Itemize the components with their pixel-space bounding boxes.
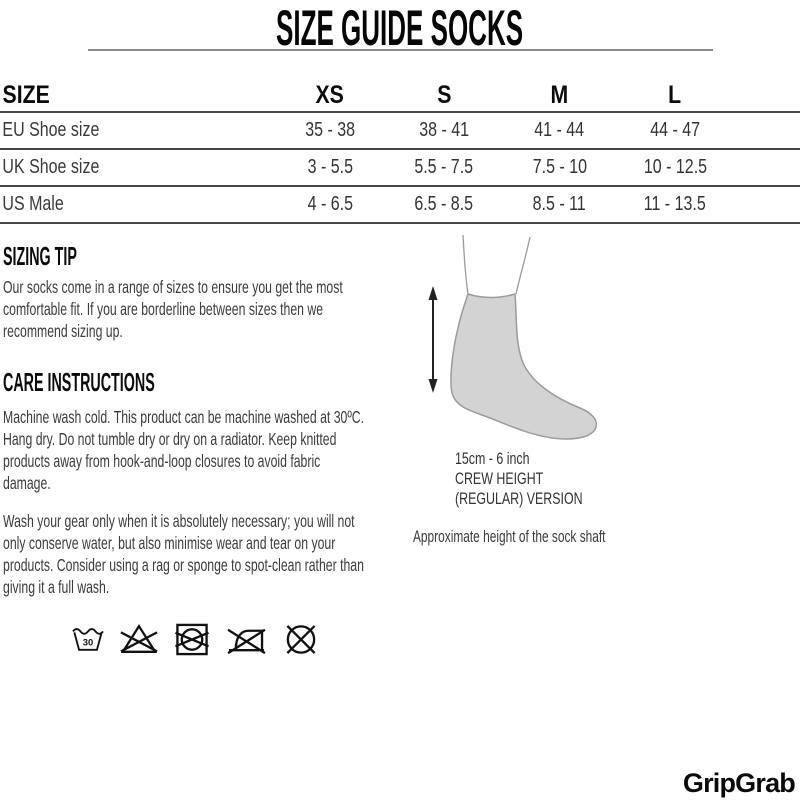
do-not-bleach-icon: [120, 624, 158, 653]
do-not-tumble-dry-icon: [175, 623, 209, 655]
table-header-row: SIZE XS S M L: [0, 80, 800, 113]
paragraph-line: damage.: [3, 473, 51, 493]
sizing-tip-heading: SIZING TIP: [3, 241, 77, 271]
care-paragraph-2: Wash your gear only when it is absolutel…: [3, 510, 364, 598]
column-header-size: SIZE: [0, 80, 274, 113]
column-header-s: S: [386, 80, 502, 113]
sizing-tip-paragraph: Our socks come in a range of sizes to en…: [3, 276, 343, 342]
svg-text:30: 30: [83, 637, 93, 648]
column-header-m: M: [502, 80, 617, 113]
size-value: 7.5 - 10: [502, 149, 617, 187]
column-header-l: L: [617, 80, 733, 113]
paragraph-line: products. Consider using a rag or sponge…: [3, 555, 364, 575]
size-value: 6.5 - 8.5: [386, 186, 502, 224]
row-spacer: [733, 186, 800, 224]
size-value: 11 - 13.5: [617, 186, 733, 224]
paragraph-line: Our socks come in a range of sizes to en…: [3, 277, 343, 297]
paragraph-line: giving it a full wash.: [3, 577, 110, 597]
paragraph-line: recommend sizing up.: [3, 321, 123, 341]
care-icons-row: 30: [72, 620, 319, 658]
machine-wash-30-icon: 30: [72, 628, 104, 651]
care-instructions-heading: CARE INSTRUCTIONS: [3, 367, 155, 397]
size-table: SIZE XS S M L EU Shoe size 35 - 38 38 - …: [0, 80, 800, 224]
row-spacer: [733, 112, 800, 150]
size-value: 3 - 5.5: [274, 149, 386, 187]
paragraph-line: comfortable fit. If you are borderline b…: [3, 299, 324, 319]
size-value: 44 - 47: [617, 112, 733, 150]
paragraph-line: only conserve water, but also minimise w…: [3, 533, 336, 553]
sock-illustration-icon: [428, 234, 598, 440]
table-row: UK Shoe size 3 - 5.5 5.5 - 7.5 7.5 - 10 …: [0, 149, 800, 187]
do-not-dry-clean-icon: [286, 624, 316, 654]
row-spacer: [733, 149, 800, 187]
size-value: 5.5 - 7.5: [386, 149, 502, 187]
sock-figure: [420, 228, 620, 458]
figure-caption: Approximate height of the sock shaft: [413, 527, 606, 546]
table-row: EU Shoe size 35 - 38 38 - 41 41 - 44 44 …: [0, 112, 800, 150]
shaft-label-line: 15cm - 6 inch: [455, 449, 530, 468]
height-arrow-icon: [428, 286, 438, 393]
column-header-xs: XS: [274, 80, 386, 113]
page-title: SIZE GUIDE SOCKS: [276, 0, 524, 56]
page-title-wrap: SIZE GUIDE SOCKS: [0, 3, 800, 53]
brand-logo: GripGrab: [682, 768, 796, 798]
header-spacer: [733, 80, 800, 113]
row-label: EU Shoe size: [0, 112, 274, 150]
size-value: 8.5 - 11: [502, 186, 617, 224]
title-divider: [88, 49, 713, 51]
size-value: 10 - 12.5: [617, 149, 733, 187]
paragraph-line: products away from hook-and-loop closure…: [3, 451, 321, 471]
shaft-label-line: (REGULAR) VERSION: [455, 489, 583, 508]
size-value: 35 - 38: [274, 112, 386, 150]
paragraph-line: Machine wash cold. This product can be m…: [3, 407, 365, 427]
size-value: 41 - 44: [502, 112, 617, 150]
row-label: UK Shoe size: [0, 149, 274, 187]
do-not-iron-icon: [227, 628, 266, 654]
row-label: US Male: [0, 186, 274, 224]
paragraph-line: Wash your gear only when it is absolutel…: [3, 511, 355, 531]
shaft-label-line: CREW HEIGHT: [455, 469, 544, 488]
paragraph-line: Hang dry. Do not tumble dry or dry on a …: [3, 429, 337, 449]
size-value: 38 - 41: [386, 112, 502, 150]
table-row: US Male 4 - 6.5 6.5 - 8.5 8.5 - 11 11 - …: [0, 186, 800, 224]
size-value: 4 - 6.5: [274, 186, 386, 224]
shaft-height-label: 15cm - 6 inch CREW HEIGHT (REGULAR) VERS…: [455, 449, 583, 509]
care-paragraph-1: Machine wash cold. This product can be m…: [3, 406, 364, 494]
